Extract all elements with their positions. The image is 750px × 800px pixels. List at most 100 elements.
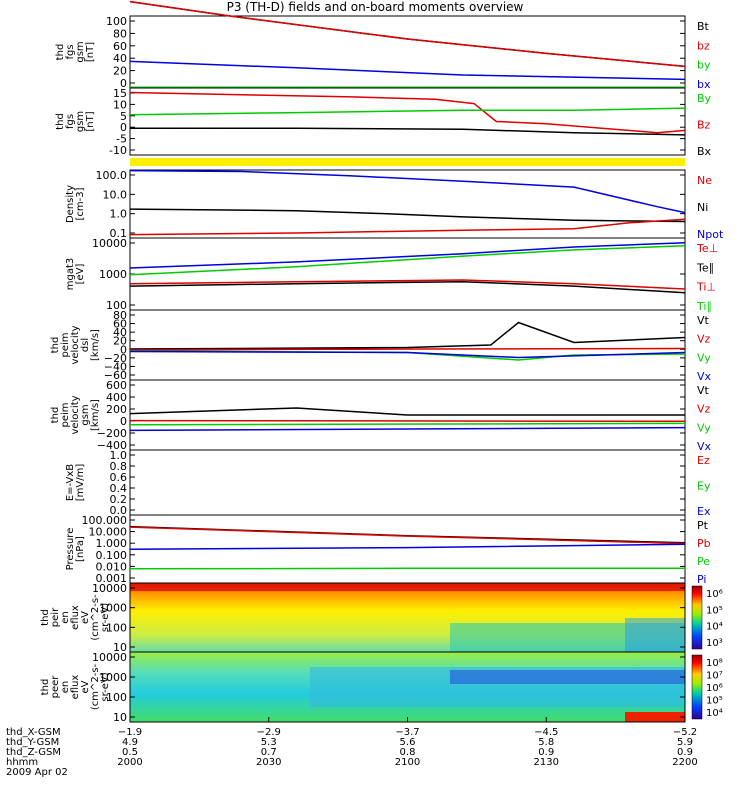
footer-value: −1.9 [118,727,142,738]
legend-entry: Te∥ [696,261,714,274]
legend-entry: bz [697,39,710,52]
footer-value: 5.8 [538,737,554,748]
footer-value: 2130 [534,757,559,768]
colorbar-tick: 10⁶ [706,683,723,694]
footer-value: 5.6 [400,737,416,748]
legend-entry: Vt [697,384,710,397]
legend-entry: Vy [697,421,711,434]
y-tick-label: 200 [106,403,127,416]
footer-row-label: thd_Z-GSM [6,747,61,758]
series-Ni [129,208,686,223]
y-axis-label: [nPa] [75,536,86,562]
panel-frame [129,309,686,381]
y-axis-label: peim [60,402,71,427]
panel-frame [129,449,686,516]
panel-0 [129,0,686,89]
series-Bt [129,0,686,68]
series-Bz [129,91,686,134]
y-tick-label: -10 [109,144,127,157]
colorbar-tick: 10⁶ [706,589,723,600]
series-Te∥ [129,280,686,294]
legend-entry: Pb [697,537,711,550]
y-axis-label: [mV/m] [75,464,86,502]
legend-entry: Ne [697,174,712,187]
series-Vt [129,321,686,350]
y-tick-label: 20 [113,335,127,348]
footer-value: 5.9 [677,737,693,748]
y-axis-label: gsm [75,41,86,62]
series-Vz [129,347,686,351]
panel-4 [129,237,686,311]
y-axis-label: thd [50,337,61,354]
colorbar [691,585,703,650]
panel-7 [129,449,686,516]
legend-entry: Bz [697,119,711,132]
legend-entry: By [697,92,712,105]
colorbar-tick: 10³ [706,638,723,649]
y-tick-label: 1.0 [110,449,128,462]
y-tick-label: 0 [120,121,127,134]
y-tick-label: 1.0 [110,208,128,221]
y-tick-label: 400 [106,391,127,404]
y-tick-label: 100 [106,299,127,312]
y-axis-label: fgs [65,114,76,129]
y-tick-label: 60 [113,318,127,331]
y-tick-label: 1.000 [96,537,128,550]
colorbar-tick: 10⁵ [706,696,723,707]
legend-entry: bx [697,78,711,91]
y-tick-label: 100 [106,691,127,704]
series-By [129,107,686,116]
panel-1 [129,87,686,156]
colorbar [691,654,703,720]
y-tick-label: 80 [113,27,127,40]
y-tick-label: 10000 [92,651,127,664]
legend-entry: Pe [697,555,710,568]
y-tick-label: 0.6 [110,471,128,484]
legend-entry: Ey [697,480,711,493]
series-Bx [130,127,686,136]
footer-value: −5.2 [673,727,697,738]
legend-entry: Bt [697,20,710,33]
series-Pe [129,567,685,570]
footer-row-label: 2009 Apr 02 [6,767,68,778]
y-axis-label: Density [65,185,76,223]
y-tick-label: 80 [113,309,127,322]
y-tick-label: 40 [113,326,127,339]
series-Pt [129,525,686,544]
colorbar-tick: 10⁴ [706,622,723,633]
y-tick-label: 1000 [99,602,127,615]
panel-6 [129,379,686,451]
panel-8 [129,514,686,584]
panel-frame [129,169,686,239]
footer-value: 0.7 [261,747,277,758]
footer-value: 4.9 [122,737,138,748]
y-axis-label: [nT] [85,111,96,131]
y-tick-label: 0.2 [110,493,128,506]
legend-entry: Ez [697,454,710,467]
colorbar-tick: 10⁷ [706,671,723,682]
legend-entry: Bx [697,145,712,158]
y-tick-label: 5 [120,110,127,123]
y-tick-label: 0.0 [110,504,128,517]
y-tick-label: 1000 [99,268,127,281]
legend-entry: Vt [697,314,710,327]
y-tick-label: 100.0 [96,169,128,182]
series-Vx [129,426,686,432]
title-wrap: P3 (TH-D) fields and on-board moments ov… [0,0,750,14]
y-tick-label: 0.001 [96,572,128,585]
y-tick-label: −200 [97,427,127,440]
y-axis-label: gsm [75,111,86,132]
y-tick-label: 60 [113,40,127,53]
y-axis-label: thd [55,113,66,130]
y-tick-label: 1000 [99,671,127,684]
y-axis-label: (cm^2-s- [90,594,101,641]
y-axis-label: peir [50,607,61,627]
y-axis-label: en [60,611,71,624]
chart-title: P3 (TH-D) fields and on-board moments ov… [226,0,524,14]
series-Pi [129,543,686,551]
footer-value: −4.5 [534,727,558,738]
colorbar-scale [691,654,703,720]
footer-row-label: thd_Y-GSM [6,737,59,748]
legend-entry: Ex [697,505,711,518]
legend-entry: Vz [697,333,711,346]
